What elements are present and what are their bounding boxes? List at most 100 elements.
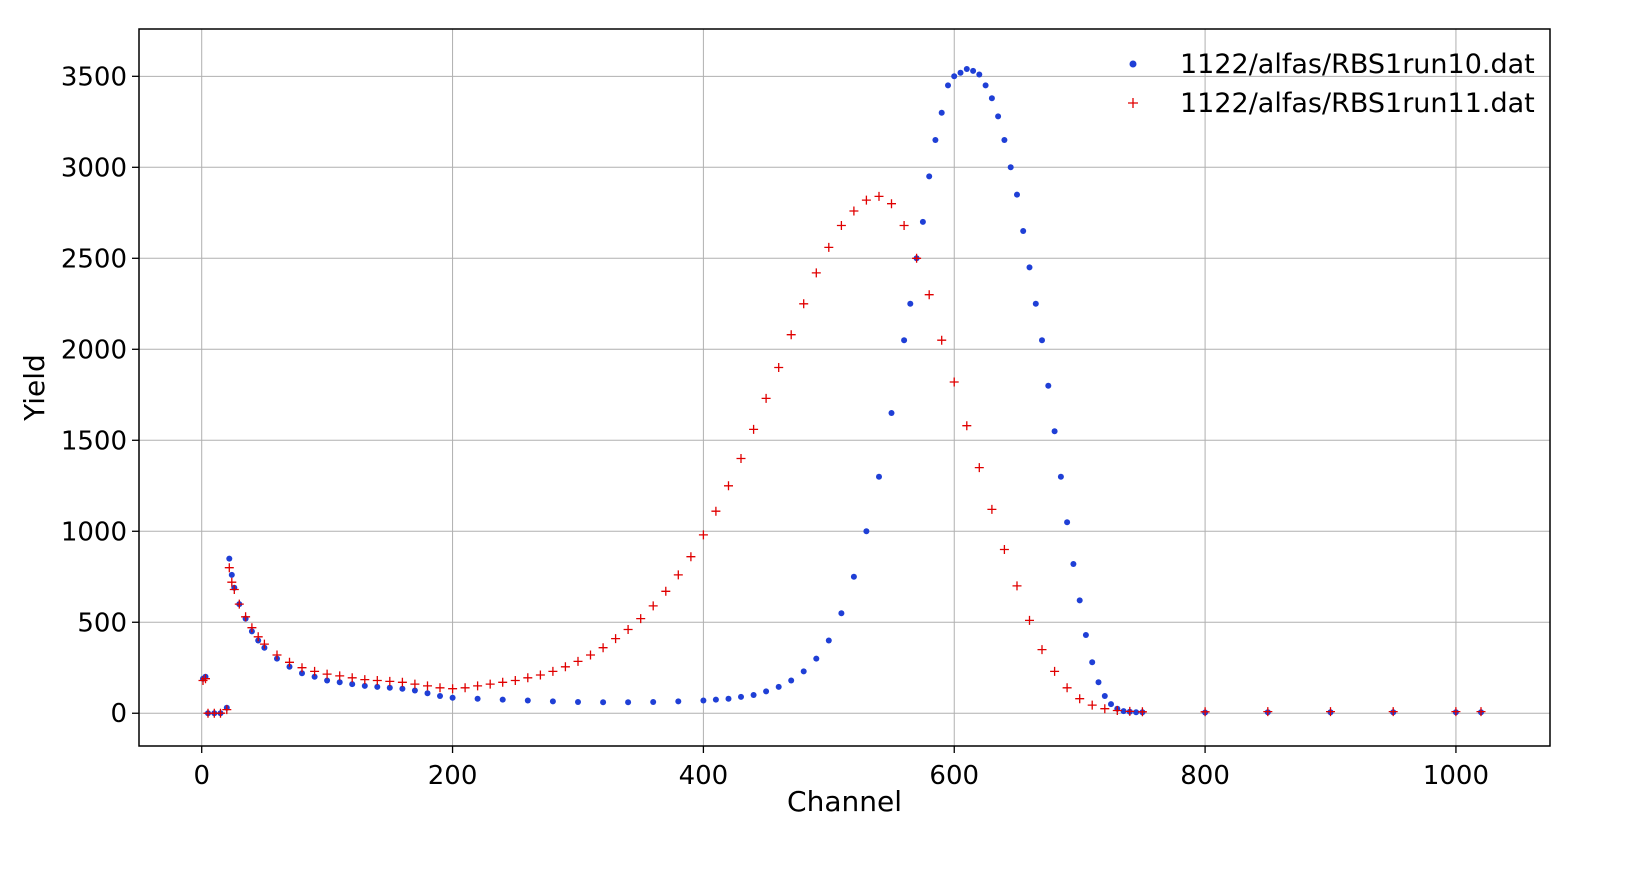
data-point-run11 [234, 599, 244, 609]
data-point-run10 [449, 694, 456, 701]
data-point-run10 [712, 696, 719, 703]
data-point-run10 [919, 218, 926, 225]
data-point-run11 [636, 614, 646, 624]
data-point-run10 [1001, 137, 1008, 143]
data-point-run11 [861, 195, 871, 205]
legend-marker-run11 [1128, 98, 1138, 108]
y-axis-ticks: 0 500 1000 1500 2000 2500 3000 3500 [61, 62, 139, 729]
data-point-run10 [982, 82, 989, 89]
data-point-run11 [937, 335, 947, 345]
data-point-run11 [673, 570, 683, 580]
data-point-run10 [938, 109, 945, 116]
data-point-run11 [912, 253, 922, 263]
data-point-run11 [711, 506, 721, 516]
data-point-run10 [813, 655, 820, 662]
data-point-run10 [361, 682, 368, 689]
data-point-run11 [811, 268, 821, 278]
data-point-run10 [970, 67, 977, 74]
data-point-run10 [1089, 659, 1096, 666]
y-axis-label: Yield [18, 354, 51, 422]
data-point-run11 [560, 662, 570, 672]
data-point-run10 [775, 683, 782, 690]
data-point-run11 [736, 454, 746, 463]
data-point-run10 [349, 681, 356, 688]
data-point-run11 [229, 585, 239, 594]
data-point-run11 [1100, 704, 1110, 714]
data-point-run11 [347, 673, 357, 683]
series-run11 [198, 191, 1486, 718]
data-point-run10 [499, 696, 506, 703]
data-point-run10 [1051, 428, 1058, 435]
data-point-run10 [945, 82, 951, 89]
data-point-run11 [761, 393, 771, 403]
data-point-run11 [849, 206, 859, 216]
data-point-run11 [201, 674, 210, 684]
data-point-run10 [1095, 679, 1102, 686]
data-point-run11 [1012, 581, 1022, 591]
data-point-run10 [424, 690, 431, 697]
data-point-run10 [995, 113, 1002, 120]
data-point-run10 [386, 684, 393, 691]
y-tick-label: 500 [77, 608, 127, 638]
legend-label-run10: 1122/alfas/RBS1run10.dat [1180, 49, 1535, 80]
data-point-run10 [575, 699, 581, 705]
data-point-run11 [1050, 666, 1060, 676]
y-tick-label: 3000 [61, 153, 127, 183]
data-point-run11 [397, 677, 407, 687]
legend-entry-run10: 1122/alfas/RBS1run10.dat [1129, 49, 1535, 80]
data-point-run11 [774, 363, 784, 372]
data-point-run10 [850, 573, 857, 580]
data-point-run11 [1112, 706, 1122, 715]
data-point-run10 [1064, 519, 1071, 526]
data-point-run11 [874, 191, 884, 201]
data-point-run10 [932, 137, 939, 143]
y-tick-label: 3500 [61, 62, 127, 92]
data-point-run11 [598, 643, 608, 653]
data-point-run10 [788, 677, 795, 684]
legend: 1122/alfas/RBS1run10.dat 1122/alfas/RBS1… [1128, 49, 1535, 119]
data-point-run10 [763, 688, 770, 695]
data-point-run10 [1133, 709, 1140, 716]
data-point-run11 [310, 666, 320, 676]
data-point-run10 [700, 697, 707, 704]
data-point-run11 [749, 424, 759, 434]
data-point-run10 [976, 71, 983, 78]
data-point-run11 [247, 623, 257, 633]
data-point-run10 [1101, 693, 1108, 699]
data-point-run11 [523, 673, 533, 683]
data-point-run11 [1075, 694, 1085, 704]
series-run10 [200, 66, 1484, 717]
data-point-run11 [216, 708, 225, 718]
data-point-run10 [1108, 701, 1114, 708]
data-point-run11 [423, 681, 432, 691]
data-point-run10 [549, 698, 556, 705]
data-point-run10 [888, 410, 895, 416]
data-point-run11 [410, 679, 420, 689]
data-point-run10 [324, 677, 331, 684]
x-tick-label: 200 [428, 761, 478, 791]
data-point-run11 [1062, 683, 1072, 693]
data-point-run11 [510, 676, 520, 685]
data-point-run10 [750, 692, 757, 698]
data-point-run10 [1020, 228, 1027, 234]
data-point-run11 [241, 612, 251, 622]
data-point-run10 [1070, 561, 1077, 567]
data-point-run11 [473, 681, 483, 691]
data-point-run10 [228, 571, 235, 578]
data-point-run10 [226, 555, 233, 562]
data-point-run11 [485, 679, 495, 689]
data-point-run11 [297, 663, 307, 673]
data-point-run10 [825, 637, 832, 644]
x-axis-label: Channel [787, 785, 902, 818]
data-point-run11 [799, 299, 809, 309]
data-point-run10 [1082, 632, 1089, 638]
data-point-run11 [253, 632, 263, 642]
x-tick-label: 0 [193, 761, 210, 791]
data-point-run10 [907, 300, 914, 307]
y-tick-label: 2000 [61, 335, 127, 365]
data-point-run10 [876, 473, 882, 480]
x-tick-label: 1000 [1423, 761, 1489, 791]
data-point-run10 [1045, 382, 1052, 389]
y-tick-label: 1500 [61, 426, 127, 456]
